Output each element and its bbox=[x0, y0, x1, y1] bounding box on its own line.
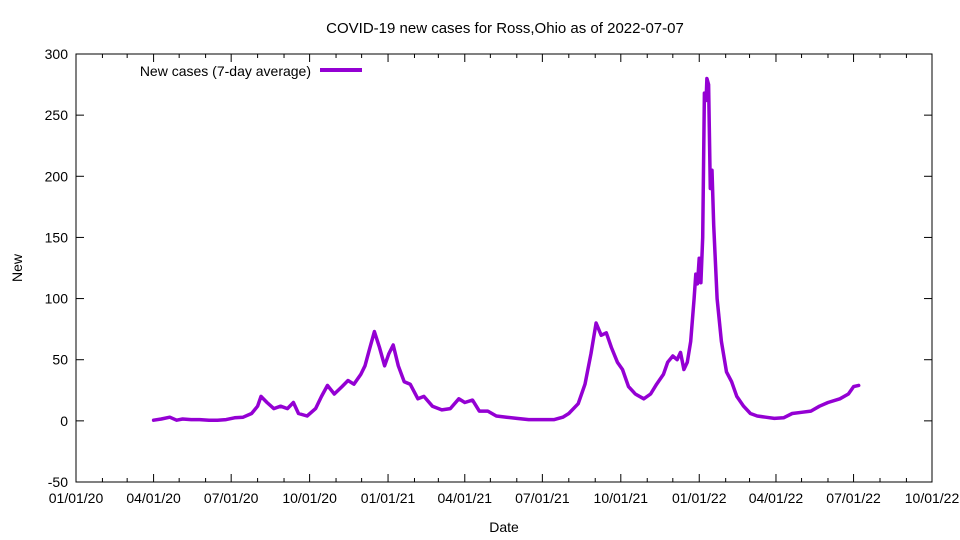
x-tick-label: 04/01/20 bbox=[126, 490, 181, 506]
x-tick-label: 10/01/21 bbox=[594, 490, 649, 506]
x-tick-label: 04/01/22 bbox=[749, 490, 804, 506]
axis-ticks bbox=[75, 53, 933, 483]
y-tick-label: -50 bbox=[48, 474, 68, 490]
x-axis-label: Date bbox=[489, 519, 519, 535]
x-tick-labels: 01/01/20 04/01/20 07/01/20 10/01/20 01/01/21… bbox=[49, 490, 960, 506]
y-tick-label: 100 bbox=[45, 291, 69, 307]
series-line-new-cases bbox=[151, 76, 861, 422]
chart-title: COVID-19 new cases for Ross,Ohio as of 2… bbox=[326, 20, 684, 37]
legend-label: New cases (7-day average) bbox=[140, 63, 311, 79]
x-tick-label: 01/01/21 bbox=[361, 490, 416, 506]
x-tick-label: 01/01/20 bbox=[49, 490, 104, 506]
y-tick-label: 50 bbox=[52, 352, 68, 368]
x-tick-label: 07/01/20 bbox=[204, 490, 259, 506]
y-tick-label: 150 bbox=[45, 229, 69, 245]
y-tick-labels: -50 0 50 100 150 200 250 300 bbox=[45, 46, 69, 490]
x-tick-label: 07/01/21 bbox=[515, 490, 570, 506]
plot-frame bbox=[75, 53, 933, 483]
y-tick-label: 0 bbox=[60, 413, 68, 429]
x-tick-label: 04/01/21 bbox=[438, 490, 493, 506]
y-tick-label: 200 bbox=[45, 168, 69, 184]
x-tick-label: 10/01/22 bbox=[905, 490, 960, 506]
x-tick-label: 01/01/22 bbox=[672, 490, 727, 506]
x-tick-label: 10/01/20 bbox=[282, 490, 337, 506]
y-tick-label: 300 bbox=[45, 46, 69, 62]
x-tick-label: 07/01/22 bbox=[826, 490, 881, 506]
legend: New cases (7-day average) bbox=[140, 63, 362, 79]
y-tick-label: 250 bbox=[45, 107, 69, 123]
y-axis-label: New bbox=[9, 253, 25, 282]
